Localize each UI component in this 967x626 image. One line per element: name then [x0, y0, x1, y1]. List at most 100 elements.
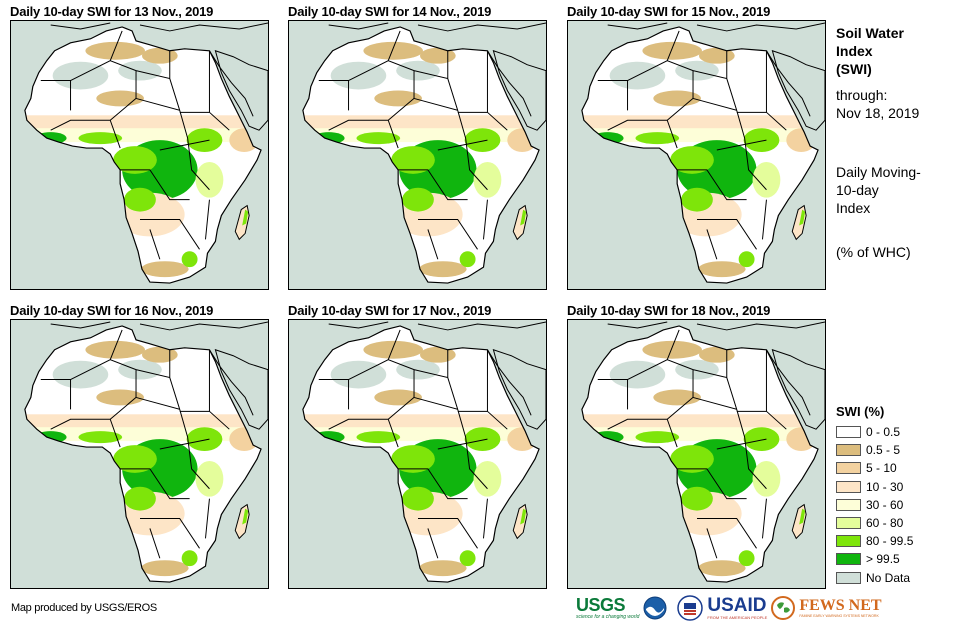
red-sea-coast	[487, 349, 532, 416]
africa-land	[302, 325, 540, 583]
dry-band	[419, 47, 456, 64]
europe-coastline	[50, 321, 268, 331]
madagascar	[791, 204, 807, 241]
legend-swatch	[836, 444, 861, 457]
madagascar-wet	[520, 209, 527, 226]
legend-label: 30 - 60	[866, 497, 904, 512]
index-title: Soil Water Index (SWI)	[836, 24, 904, 78]
fews-logo: FEWS NET FAMINE EARLY WARNING SYSTEMS NE…	[799, 598, 881, 619]
ethiopia-wet	[186, 128, 223, 153]
south-africa-dry	[140, 560, 189, 577]
wet-region	[391, 146, 435, 174]
angola-wet	[681, 187, 713, 212]
dry-band	[419, 346, 456, 363]
madagascar-wet	[799, 508, 806, 525]
legend-item: 60 - 80	[836, 514, 961, 532]
wet-region	[113, 146, 157, 174]
madagascar	[791, 503, 807, 540]
africa-map-svg	[581, 321, 825, 583]
sahara-nodata-patch	[118, 60, 162, 81]
wet-region	[459, 550, 476, 567]
africa-coastline	[581, 26, 819, 284]
red-sea-coast	[209, 50, 254, 117]
wet-region	[670, 445, 714, 473]
panel-title-1: Daily 10-day SWI for 13 Nov., 2019	[10, 4, 214, 19]
east-africa-moist	[752, 460, 781, 497]
map-panel-13-nov	[10, 20, 269, 290]
legend-item: > 99.5	[836, 550, 961, 568]
wet-region	[635, 132, 680, 145]
south-africa-dry	[697, 261, 746, 278]
wet-region	[34, 431, 67, 444]
madagascar-wet	[799, 209, 806, 226]
europe-coastline	[607, 321, 825, 331]
wet-region	[181, 550, 198, 567]
dry-band	[642, 41, 702, 60]
country-borders	[40, 30, 230, 260]
europe-coastline	[50, 22, 268, 32]
map-panel-14-nov	[288, 20, 547, 290]
wet-region	[34, 132, 67, 145]
africa-land	[581, 325, 819, 583]
horn-dry	[786, 128, 817, 153]
country-borders	[318, 30, 508, 260]
east-africa-moist	[473, 161, 502, 198]
description-line1: Daily Moving-	[836, 164, 921, 180]
europe-coastline	[607, 22, 825, 32]
madagascar	[512, 503, 528, 540]
ethiopia-wet	[464, 427, 501, 452]
ethiopia-wet	[743, 128, 780, 153]
legend-label: 5 - 10	[866, 461, 897, 476]
wet-region	[635, 431, 680, 444]
country-borders	[597, 329, 787, 559]
legend-item: 10 - 30	[836, 478, 961, 496]
map-credit: Map produced by USGS/EROS	[11, 602, 157, 614]
horn-dry	[229, 427, 260, 452]
wet-region	[591, 431, 624, 444]
legend-label: 0.5 - 5	[866, 443, 901, 458]
legend-item: No Data	[836, 569, 961, 587]
legend-item: 0 - 0.5	[836, 423, 961, 441]
legend-item: 5 - 10	[836, 459, 961, 477]
usgs-logo-text: USGS	[576, 595, 626, 615]
africa-coastline	[302, 26, 540, 284]
wet-region	[78, 431, 123, 444]
usgs-tagline: science for a changing world	[576, 614, 640, 620]
horn-dry	[507, 128, 538, 153]
south-africa-dry	[418, 560, 467, 577]
africa-coastline	[24, 26, 262, 284]
legend-label: 10 - 30	[866, 479, 904, 494]
legend-label: 80 - 99.5	[866, 534, 914, 549]
wet-region	[312, 132, 345, 145]
dry-band	[85, 340, 145, 359]
angola-wet	[402, 187, 434, 212]
madagascar	[512, 204, 528, 241]
map-panel-15-nov	[567, 20, 826, 290]
europe-coastline	[328, 321, 546, 331]
madagascar	[234, 204, 250, 241]
through-block: through: Nov 18, 2019	[836, 86, 919, 122]
legend-swatch	[836, 480, 861, 493]
legend-swatch	[836, 426, 861, 439]
arabia-outline	[771, 349, 825, 430]
dry-band	[363, 41, 423, 60]
dry-band	[85, 41, 145, 60]
map-panel-16-nov	[10, 319, 269, 589]
dry-band	[141, 346, 178, 363]
red-sea-coast	[209, 349, 254, 416]
dry-band	[642, 340, 702, 359]
arabia-outline	[771, 50, 825, 131]
legend-item: 80 - 99.5	[836, 532, 961, 550]
horn-dry	[786, 427, 817, 452]
unit-label: (% of WHC)	[836, 244, 911, 260]
ethiopia-wet	[186, 427, 223, 452]
partner-logos: USGS science for a changing world USAID …	[576, 594, 882, 622]
country-borders	[318, 329, 508, 559]
sahara-nodata-patch	[118, 359, 162, 380]
africa-map-svg	[302, 321, 546, 583]
panel-title-3: Daily 10-day SWI for 15 Nov., 2019	[567, 4, 771, 19]
africa-map-svg	[581, 22, 825, 284]
usaid-seal-icon	[677, 595, 704, 621]
wet-region	[113, 445, 157, 473]
wet-region	[738, 251, 755, 268]
